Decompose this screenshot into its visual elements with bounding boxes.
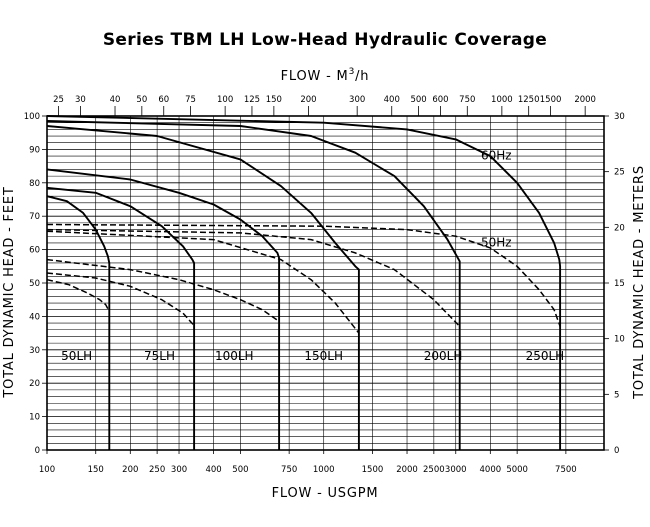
curve-150lh-50hz (46, 230, 360, 334)
left-tick-label: 40 (29, 312, 40, 322)
left-tick-label: 30 (29, 346, 40, 356)
bottom-tick-label: 1000 (313, 465, 335, 475)
top-tick-label: 1500 (540, 95, 562, 105)
right-tick-label: 0 (614, 446, 619, 456)
left-tick-label: 70 (29, 212, 40, 222)
model-label-75lh: 75LH (144, 349, 175, 363)
curve-100lh-60hz (46, 168, 281, 450)
curve-200lh-60hz (46, 120, 461, 450)
top-tick-label: 25 (53, 95, 64, 105)
curve-50lh-50hz (46, 278, 110, 312)
bottom-axis-title: FLOW - USGPM (272, 486, 379, 501)
left-tick-label: 20 (29, 379, 40, 389)
bottom-tick-label: 500 (232, 465, 248, 475)
bottom-tick-label: 250 (149, 465, 165, 475)
top-tick-label: 30 (75, 95, 86, 105)
top-tick-label: 100 (217, 95, 233, 105)
curves (46, 115, 562, 450)
chart-title: Series TBM LH Low-Head Hydraulic Coverag… (103, 30, 547, 50)
curve-250lh-60hz (46, 115, 562, 450)
right-tick-label: 15 (614, 279, 625, 289)
curve-75lh-60hz (46, 186, 196, 450)
bottom-tick-label: 400 (205, 465, 221, 475)
grid (47, 116, 604, 450)
model-label-250lh: 250LH (526, 349, 565, 363)
top-axis-title: FLOW - M3/h (281, 67, 370, 84)
top-tick-label: 75 (185, 95, 196, 105)
top-tick-label: 300 (349, 95, 365, 105)
bottom-tick-label: 100 (39, 465, 55, 475)
bottom-tick-label: 200 (122, 465, 138, 475)
left-tick-label: 90 (29, 145, 40, 155)
top-tick-label: 500 (410, 95, 426, 105)
top-tick-label: 60 (158, 95, 169, 105)
right-tick-label: 5 (614, 390, 619, 400)
left-tick-label: 100 (24, 112, 40, 122)
left-tick-label: 80 (29, 179, 40, 189)
bottom-tick-label: 150 (88, 465, 104, 475)
left-tick-label: 10 (29, 413, 40, 423)
bottom-tick-label: 1500 (362, 465, 384, 475)
curve-250lh-50hz (46, 223, 561, 327)
left-tick-label: 50 (29, 279, 40, 289)
model-label-150lh: 150LH (304, 349, 343, 363)
top-tick-label: 1000 (491, 95, 513, 105)
right-axis-title: TOTAL DYNAMIC HEAD - METERS (632, 165, 647, 400)
bottom-tick-label: 5000 (506, 465, 528, 475)
curve-100lh-50hz (46, 258, 280, 323)
right-tick-label: 20 (614, 223, 625, 233)
bottom-tick-label: 4000 (480, 465, 502, 475)
right-tick-label: 30 (614, 112, 625, 122)
right-tick-label: 10 (614, 335, 625, 345)
top-tick-label: 200 (300, 95, 316, 105)
top-tick-label: 750 (459, 95, 475, 105)
model-label-50lh: 50LH (61, 349, 92, 363)
curve-50lh-60hz (46, 195, 111, 450)
bottom-tick-label: 7500 (555, 465, 577, 475)
top-tick-label: 2000 (574, 95, 596, 105)
curve-75lh-50hz (46, 272, 194, 326)
bottom-tick-label: 3000 (445, 465, 467, 475)
curve-200lh-50hz (46, 228, 461, 327)
frequency-label-60hz: 60Hz (481, 148, 512, 162)
left-tick-label: 0 (35, 446, 40, 456)
frequency-label-50hz: 50Hz (481, 235, 512, 249)
top-tick-label: 400 (384, 95, 400, 105)
bottom-tick-label: 2000 (396, 465, 418, 475)
bottom-tick-label: 750 (281, 465, 297, 475)
curve-labels: 50LH 75LH 100LH 150LH 200LH 250LH 60Hz 50Hz (61, 148, 564, 362)
curve-150lh-60hz (46, 125, 360, 450)
model-label-200lh: 200LH (424, 349, 463, 363)
right-tick-label: 25 (614, 168, 625, 178)
bottom-tick-label: 2500 (423, 465, 445, 475)
top-tick-label: 125 (244, 95, 260, 105)
model-label-100lh: 100LH (215, 349, 254, 363)
top-tick-label: 1250 (518, 95, 540, 105)
top-tick-label: 50 (136, 95, 147, 105)
left-axis-title: TOTAL DYNAMIC HEAD - FEET (2, 186, 17, 398)
top-tick-label: 600 (432, 95, 448, 105)
top-tick-label: 150 (266, 95, 282, 105)
top-tick-label: 40 (110, 95, 121, 105)
plot-frame (46, 115, 605, 451)
bottom-tick-label: 300 (171, 465, 187, 475)
left-tick-label: 60 (29, 246, 40, 256)
